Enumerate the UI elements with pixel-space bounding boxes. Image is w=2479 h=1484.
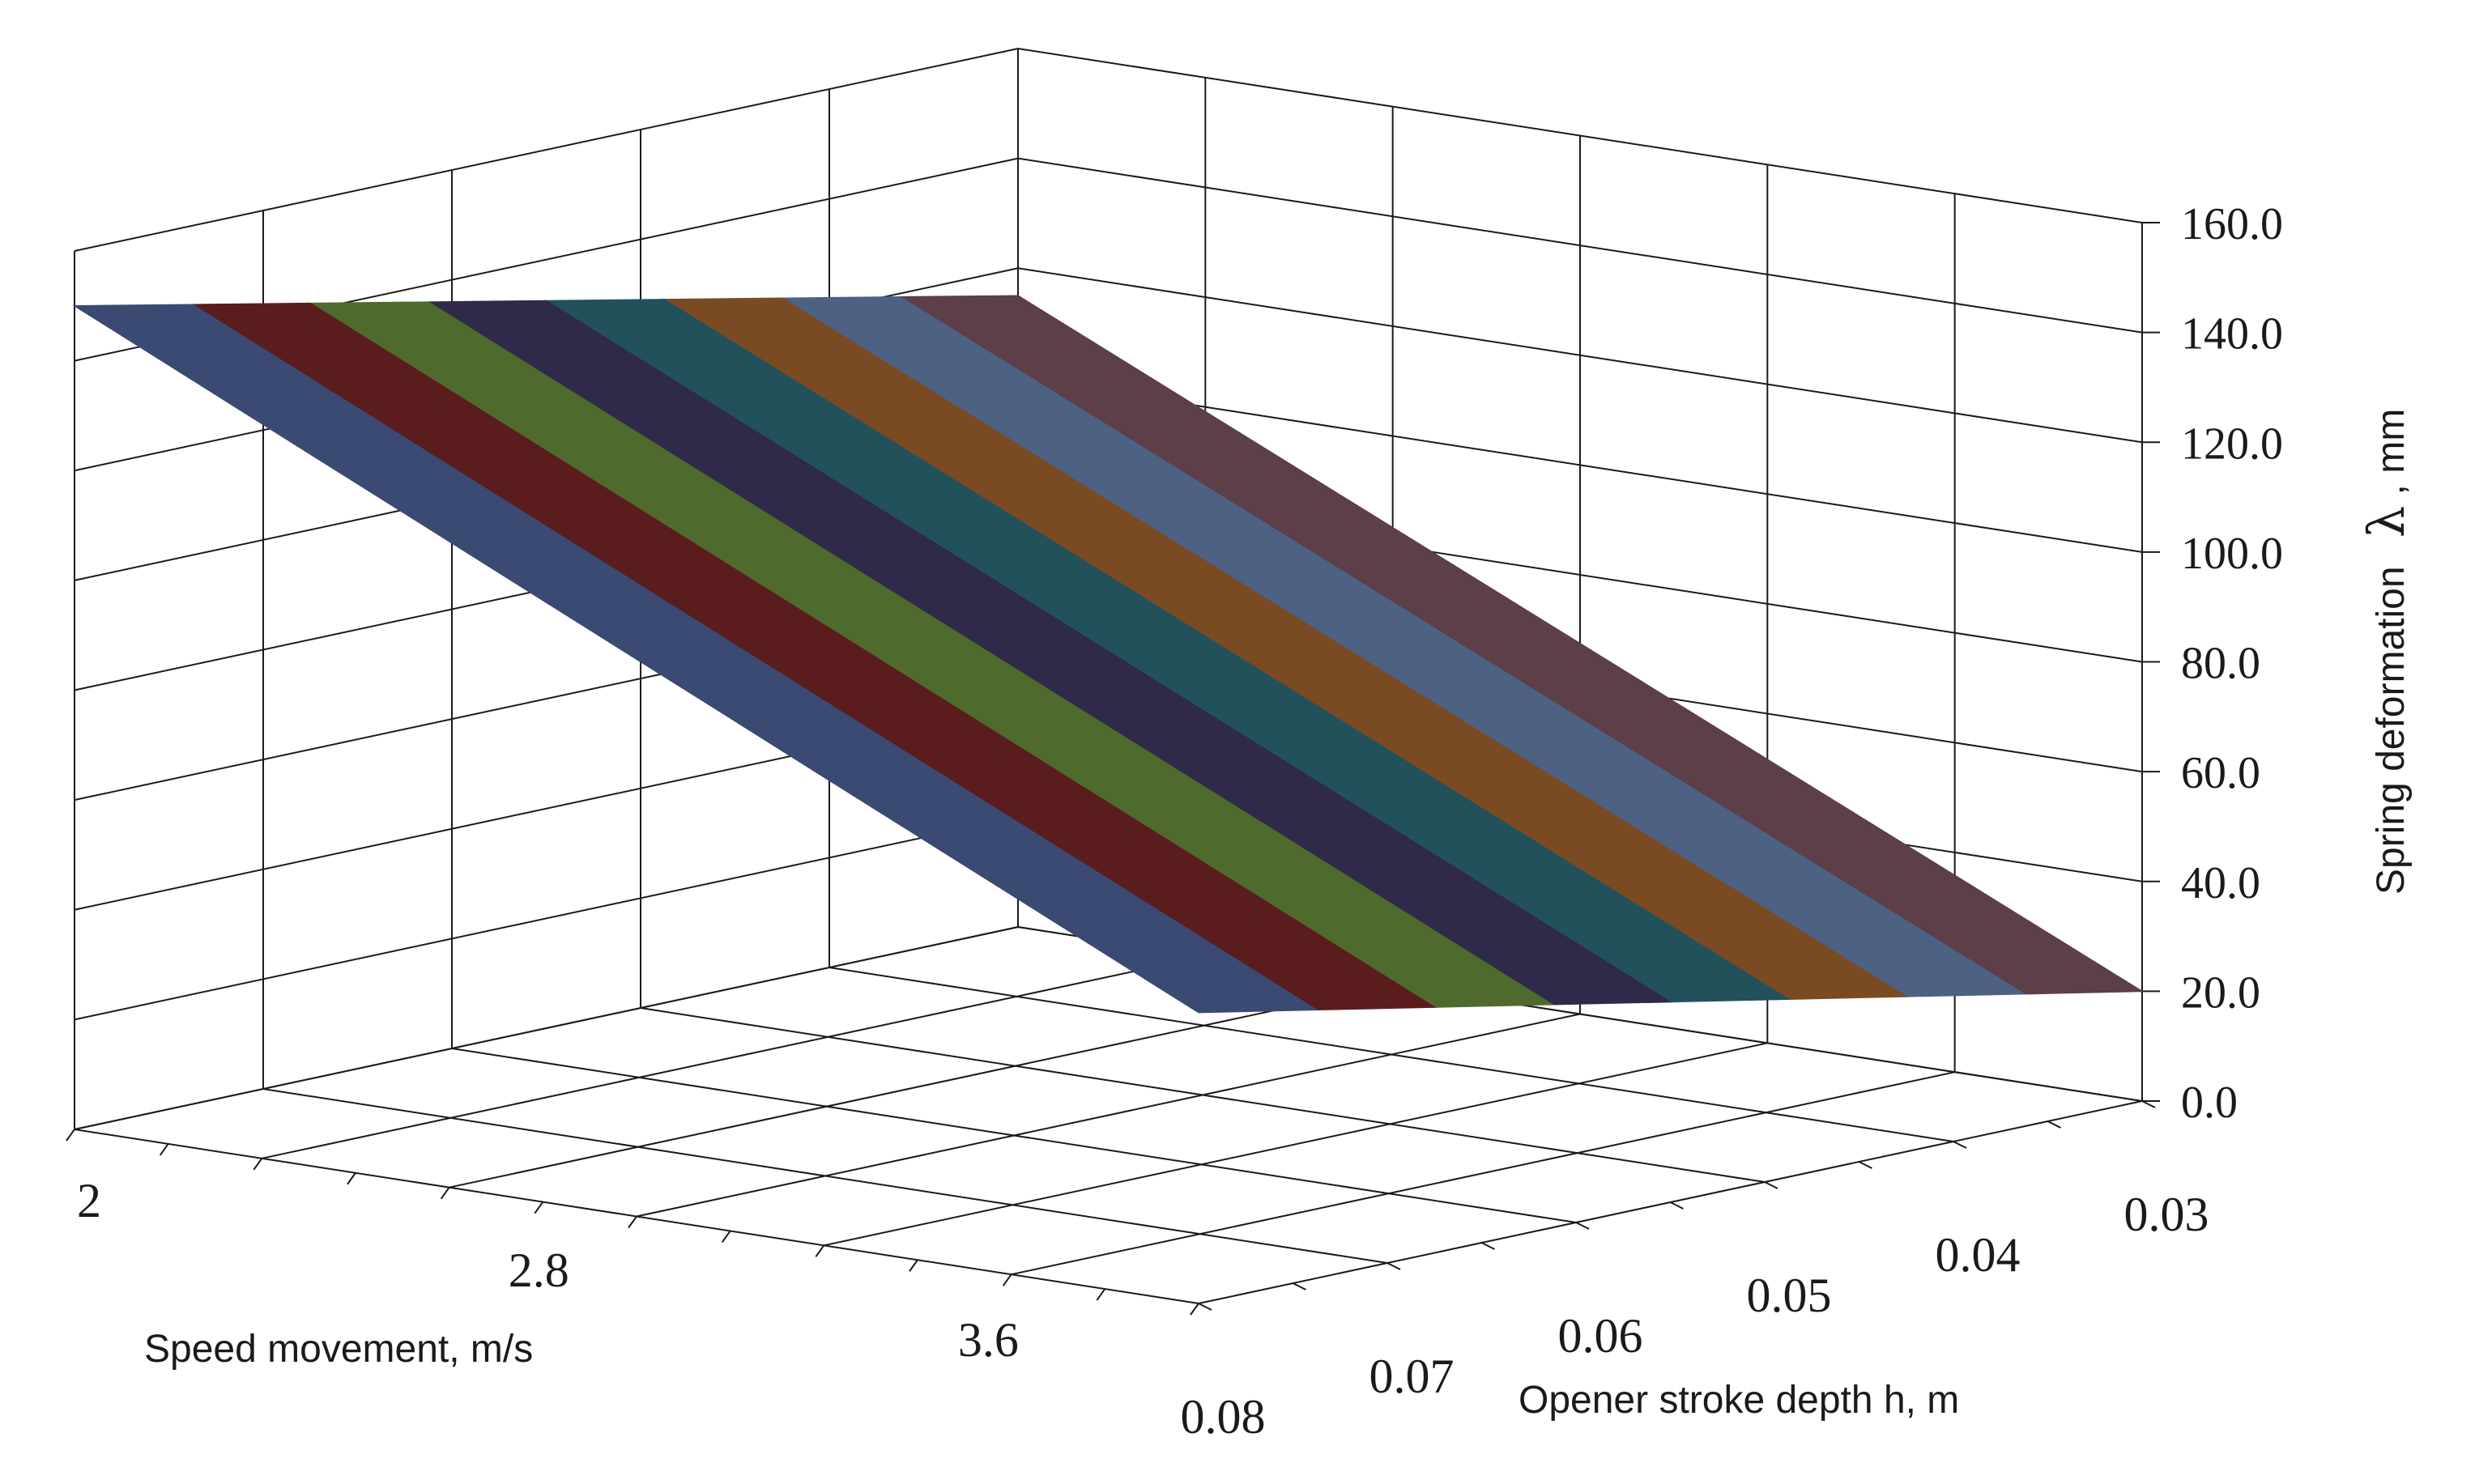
y-tick-label: 0.05: [1747, 1269, 1832, 1322]
z-tick-label: 40.0: [2181, 858, 2260, 908]
x-minor-tick: [1190, 1303, 1199, 1316]
z-axis-title-symbol: λ: [2357, 506, 2416, 538]
left-wall-gridline: [74, 48, 1019, 252]
z-axis-title-unit: , mm: [2370, 409, 2413, 495]
y-minor-tick: [1953, 1141, 1967, 1149]
z-tick-label: 120.0: [2181, 419, 2283, 469]
floor-gridline-speed: [824, 1042, 1768, 1247]
z-tick-label: 60.0: [2181, 748, 2260, 798]
floor-gridline-speed: [1011, 1071, 1955, 1276]
x-minor-tick: [253, 1158, 263, 1171]
x-minor-tick: [721, 1230, 731, 1243]
floor-gridline-speed: [262, 955, 1206, 1159]
x-minor-tick: [534, 1201, 544, 1214]
x-minor-tick: [1002, 1274, 1012, 1286]
floor-gridline-depth: [451, 1048, 1577, 1223]
x-tick-label: 3.6: [958, 1313, 1019, 1367]
x-minor-tick: [815, 1244, 825, 1257]
y-tick-label: 0.08: [1181, 1390, 1266, 1444]
y-tick-label: 0.06: [1558, 1309, 1643, 1363]
x-minor-tick: [347, 1172, 356, 1185]
z-tick-label: 160.0: [2181, 199, 2283, 249]
left-wall-gridline: [74, 926, 1019, 1130]
x-minor-tick: [909, 1259, 918, 1272]
y-minor-tick: [1859, 1161, 1872, 1169]
floor-gridline-depth: [828, 967, 1954, 1142]
chart-grid: [66, 48, 2160, 1316]
x-minor-tick: [628, 1215, 637, 1229]
x-tick-label: 2.8: [509, 1244, 569, 1297]
x-minor-tick: [1096, 1288, 1106, 1301]
z-tick-label: 20.0: [2181, 967, 2260, 1018]
y-axis-title: Opener stroke depth h, m: [1518, 1379, 1959, 1422]
left-wall-gridline: [74, 816, 1019, 1021]
z-tick-label: 80.0: [2181, 639, 2260, 689]
z-tick-label: 140.0: [2181, 309, 2283, 359]
z-tick-label: 100.0: [2181, 529, 2283, 579]
x-minor-tick: [159, 1143, 169, 1156]
y-minor-tick: [1575, 1222, 1590, 1230]
y-minor-tick: [1670, 1201, 1684, 1210]
y-minor-tick: [1198, 1303, 1212, 1311]
y-minor-tick: [2047, 1120, 2061, 1129]
floor-gridline-depth: [262, 1088, 1388, 1264]
x-minor-tick: [440, 1187, 450, 1200]
floor-gridline-speed: [636, 1013, 1581, 1218]
surface-band: [72, 304, 1319, 1014]
y-minor-tick: [1481, 1242, 1495, 1250]
y-minor-tick: [1764, 1181, 1778, 1189]
x-axis-title: Speed movement, m/s: [144, 1328, 533, 1371]
y-tick-label: 0.07: [1369, 1350, 1455, 1403]
y-minor-tick: [1293, 1282, 1306, 1291]
x-tick-label: 2: [77, 1174, 101, 1227]
y-minor-tick: [2141, 1100, 2156, 1108]
floor-gridline-speed: [449, 984, 1393, 1188]
floor-gridline-depth: [640, 1007, 1766, 1183]
y-tick-label: 0.03: [2124, 1188, 2209, 1241]
y-minor-tick: [1386, 1262, 1401, 1270]
chart-tick-labels: 0.0 20.0 40.0 60.0 80.0 100.0 120.0 140.0 160.0 2…: [77, 199, 2283, 1444]
z-axis-title: Spring deformation λ , mm: [2357, 409, 2416, 895]
z-axis-title-text: Spring deformation: [2370, 566, 2413, 895]
z-tick-label: 0.0: [2181, 1078, 2238, 1128]
x-minor-tick: [66, 1129, 75, 1142]
y-tick-label: 0.04: [1936, 1228, 2021, 1282]
chart-surface: [72, 295, 2145, 1014]
